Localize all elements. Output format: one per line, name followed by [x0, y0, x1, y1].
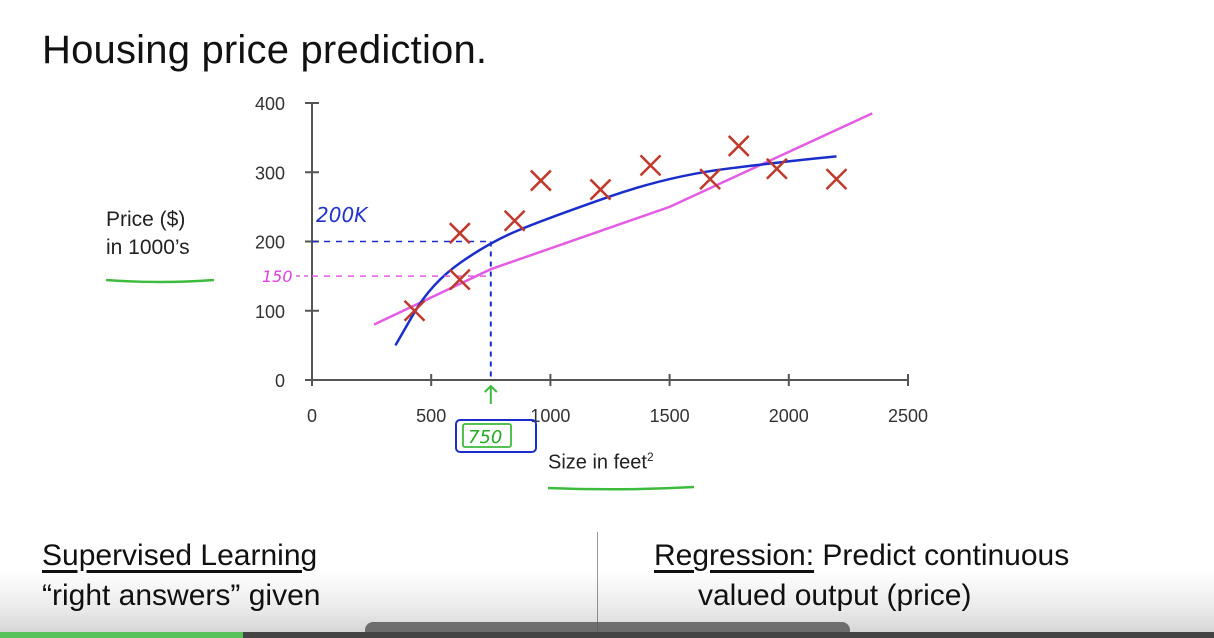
data-point-marker — [448, 222, 471, 245]
data-point-marker — [765, 157, 788, 180]
data-point-marker — [825, 168, 848, 191]
y-axis-label: Price ($) in 1000’s — [106, 206, 190, 262]
x-axis-label-text: Size in feet — [548, 451, 647, 474]
linear-fit-line — [373, 112, 873, 326]
y-tick-label: 200 — [255, 233, 285, 253]
regression-term: Regression: — [654, 539, 815, 572]
annotation-750-inner-box — [462, 423, 512, 448]
y-tick-label: 400 — [255, 94, 285, 114]
housing-price-chart: 0 500 1000 1500 2000 2500 0 100 200 300 400 200K 150… — [105, 94, 928, 491]
video-progress-track[interactable] — [0, 632, 1214, 638]
regression-note: Regression: Predict continuous valued ou… — [654, 536, 1069, 616]
y-tick-label: 0 — [275, 371, 285, 391]
ylabel-underline-mark — [105, 278, 215, 284]
xlabel-underline-mark — [547, 485, 695, 491]
x-tick-label: 500 — [416, 406, 446, 426]
x-tick-label: 1500 — [650, 406, 690, 426]
x-tick-label: 0 — [307, 406, 317, 426]
data-point-marker — [639, 154, 662, 177]
y-axis-label-line1: Price ($) — [106, 208, 186, 231]
data-point-marker — [727, 135, 750, 157]
y-tick-label: 100 — [255, 302, 285, 322]
data-point-marker — [589, 178, 612, 201]
data-point-marker — [448, 268, 471, 291]
regression-heading: Regression: Predict continuous — [654, 536, 1069, 576]
supervised-learning-heading: Supervised Learning — [42, 539, 318, 572]
x-axis-label: Size in feet2 — [548, 450, 654, 475]
quadratic-fit-curve — [394, 155, 837, 346]
y-axis-label-line2: in 1000’s — [106, 236, 190, 259]
x-axis-label-superscript: 2 — [646, 450, 654, 464]
supervised-learning-note: Supervised Learning “right answers” give… — [42, 536, 320, 616]
data-point-marker — [529, 169, 552, 192]
query-arrow-icon — [484, 384, 498, 404]
annotation-200k-label: 200K — [316, 203, 369, 227]
video-progress-fill[interactable] — [0, 632, 243, 638]
annotation-750-box — [455, 419, 537, 453]
right-answers-text: “right answers” given — [42, 579, 321, 612]
valued-output-text: valued output (price) — [698, 579, 972, 612]
continuous-term: continuous — [924, 539, 1070, 572]
annotation-150-label: 150 — [262, 267, 293, 286]
bottom-divider — [597, 532, 598, 638]
x-tick-label: 2000 — [769, 406, 809, 426]
data-point-marker — [403, 299, 426, 322]
slide-title: Housing price prediction. — [42, 28, 488, 72]
x-tick-label: 2500 — [888, 406, 928, 426]
data-point-marker — [699, 168, 722, 191]
x-tick-label: 1000 — [530, 406, 570, 426]
regression-predict-text: Predict — [814, 539, 925, 572]
y-tick-label: 300 — [255, 163, 285, 183]
annotation-750-label: 750 — [468, 427, 502, 448]
data-point-marker — [503, 209, 526, 232]
